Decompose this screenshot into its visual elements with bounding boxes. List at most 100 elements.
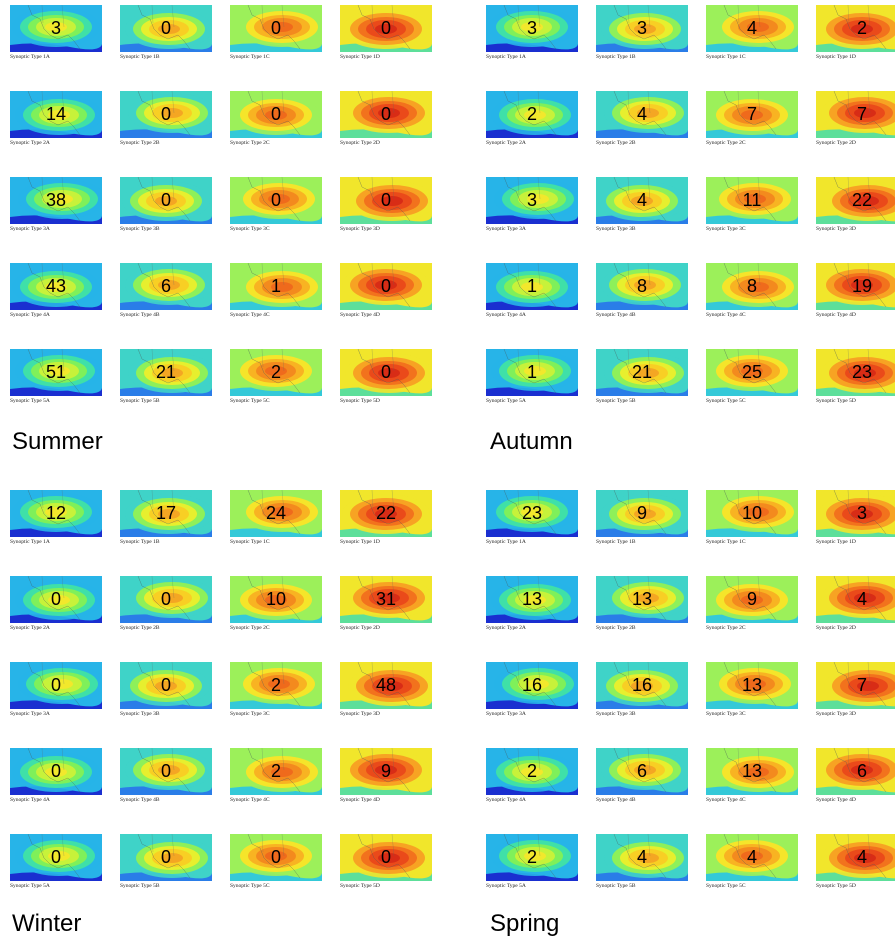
synoptic-map — [706, 349, 798, 396]
synoptic-map — [486, 177, 578, 224]
synoptic-map — [120, 748, 212, 795]
synoptic-caption: Synoptic Type 1A — [486, 539, 526, 545]
synoptic-caption: Synoptic Type 3C — [230, 711, 270, 717]
synoptic-count: 8 — [746, 276, 757, 296]
synoptic-count: 43 — [45, 276, 67, 296]
synoptic-count: 6 — [160, 276, 171, 296]
map-field — [230, 263, 322, 310]
synoptic-cell-4a: 2 Synoptic Type 4A — [486, 748, 578, 808]
synoptic-cell-4a: 1 Synoptic Type 4A — [486, 263, 578, 323]
synoptic-caption: Synoptic Type 1D — [816, 54, 856, 60]
synoptic-map — [230, 576, 322, 623]
season-panel-summer: 3 Synoptic Type 1A 0 Synoptic Type 1B 0 Synop… — [10, 0, 432, 404]
synoptic-cell-4d: 6 Synoptic Type 4D — [816, 748, 895, 808]
synoptic-caption: Synoptic Type 3B — [120, 226, 160, 232]
synoptic-map — [120, 490, 212, 537]
synoptic-count: 9 — [636, 503, 647, 523]
synoptic-cell-3a: 38 Synoptic Type 3A — [10, 177, 102, 237]
synoptic-map — [486, 91, 578, 138]
synoptic-count: 2 — [526, 847, 537, 867]
map-field — [10, 91, 102, 138]
map-field — [486, 91, 578, 138]
map-field — [230, 177, 322, 224]
synoptic-caption: Synoptic Type 4B — [596, 312, 636, 318]
synoptic-caption: Synoptic Type 2B — [596, 625, 636, 631]
synoptic-map — [120, 91, 212, 138]
synoptic-map — [230, 748, 322, 795]
synoptic-count: 23 — [521, 503, 543, 523]
synoptic-cell-2c: 9 Synoptic Type 2C — [706, 576, 798, 636]
map-field — [706, 91, 798, 138]
synoptic-cell-3b: 0 Synoptic Type 3B — [120, 177, 212, 237]
synoptic-map — [596, 349, 688, 396]
synoptic-caption: Synoptic Type 5A — [10, 883, 50, 889]
synoptic-map — [816, 263, 895, 310]
synoptic-map — [486, 576, 578, 623]
synoptic-cell-2d: 7 Synoptic Type 2D — [816, 91, 895, 151]
map-field — [10, 5, 102, 52]
synoptic-count: 16 — [631, 675, 653, 695]
map-field — [10, 748, 102, 795]
synoptic-caption: Synoptic Type 5D — [816, 398, 856, 404]
map-field — [816, 662, 895, 709]
synoptic-caption: Synoptic Type 1D — [816, 539, 856, 545]
synoptic-cell-3c: 11 Synoptic Type 3C — [706, 177, 798, 237]
synoptic-caption: Synoptic Type 3D — [816, 226, 856, 232]
synoptic-count: 0 — [380, 104, 391, 124]
synoptic-count: 17 — [155, 503, 177, 523]
synoptic-cell-3c: 13 Synoptic Type 3C — [706, 662, 798, 722]
synoptic-caption: Synoptic Type 5B — [120, 398, 160, 404]
map-field — [486, 5, 578, 52]
map-field — [816, 263, 895, 310]
map-field — [596, 662, 688, 709]
synoptic-caption: Synoptic Type 4D — [816, 797, 856, 803]
synoptic-count: 0 — [380, 362, 391, 382]
synoptic-map — [706, 662, 798, 709]
synoptic-map — [706, 834, 798, 881]
synoptic-count: 2 — [270, 761, 281, 781]
map-field — [230, 5, 322, 52]
map-field — [816, 490, 895, 537]
synoptic-map — [230, 91, 322, 138]
map-field — [706, 576, 798, 623]
synoptic-map — [10, 748, 102, 795]
synoptic-caption: Synoptic Type 3B — [596, 711, 636, 717]
map-field — [10, 490, 102, 537]
map-field — [340, 349, 432, 396]
synoptic-map — [706, 91, 798, 138]
synoptic-caption: Synoptic Type 4C — [706, 797, 746, 803]
synoptic-count: 3 — [50, 18, 61, 38]
synoptic-cell-4b: 8 Synoptic Type 4B — [596, 263, 688, 323]
synoptic-cell-1c: 10 Synoptic Type 1C — [706, 490, 798, 550]
map-field — [10, 576, 102, 623]
synoptic-cell-3a: 3 Synoptic Type 3A — [486, 177, 578, 237]
synoptic-caption: Synoptic Type 4B — [120, 797, 160, 803]
synoptic-cell-5d: 0 Synoptic Type 5D — [340, 349, 432, 409]
synoptic-cell-2b: 13 Synoptic Type 2B — [596, 576, 688, 636]
synoptic-cell-5d: 4 Synoptic Type 5D — [816, 834, 895, 894]
synoptic-cell-4b: 6 Synoptic Type 4B — [120, 263, 212, 323]
synoptic-count: 6 — [636, 761, 647, 781]
synoptic-caption: Synoptic Type 2C — [230, 625, 270, 631]
synoptic-map — [340, 662, 432, 709]
synoptic-map — [10, 576, 102, 623]
synoptic-caption: Synoptic Type 2C — [706, 140, 746, 146]
synoptic-caption: Synoptic Type 3D — [340, 711, 380, 717]
season-label: Spring — [490, 910, 560, 937]
synoptic-count: 1 — [526, 276, 537, 296]
synoptic-map — [230, 834, 322, 881]
synoptic-cell-2c: 10 Synoptic Type 2C — [230, 576, 322, 636]
map-field — [340, 662, 432, 709]
synoptic-cell-2a: 0 Synoptic Type 2A — [10, 576, 102, 636]
synoptic-map — [706, 490, 798, 537]
synoptic-count: 0 — [380, 18, 391, 38]
synoptic-count: 0 — [380, 276, 391, 296]
map-field — [340, 263, 432, 310]
synoptic-count: 22 — [851, 190, 873, 210]
synoptic-cell-2a: 13 Synoptic Type 2A — [486, 576, 578, 636]
synoptic-caption: Synoptic Type 3A — [486, 226, 526, 232]
synoptic-map — [340, 349, 432, 396]
synoptic-caption: Synoptic Type 1C — [706, 539, 746, 545]
synoptic-count: 1 — [526, 362, 537, 382]
map-field — [706, 349, 798, 396]
